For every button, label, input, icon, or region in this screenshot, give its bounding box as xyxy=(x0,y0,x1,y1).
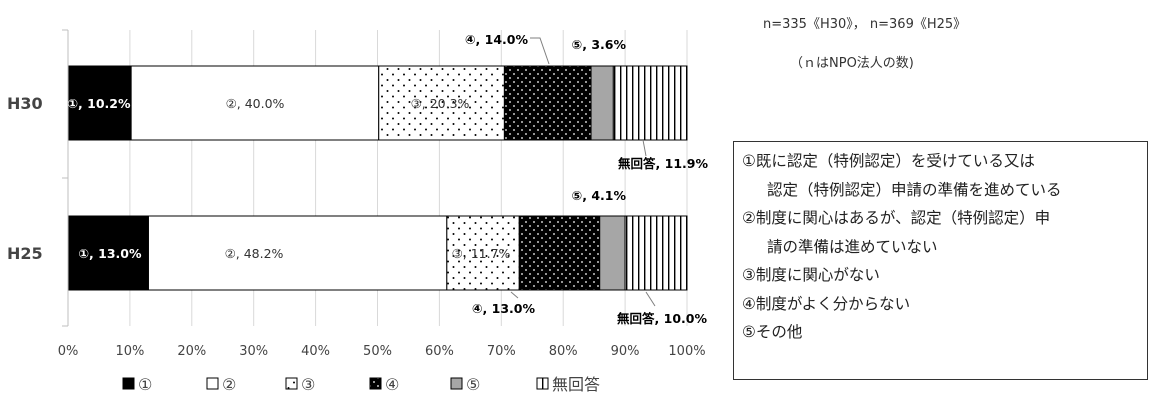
leader-line xyxy=(510,291,519,299)
category-label: H25 xyxy=(7,244,43,263)
sample-size-note: n=335《H30》， n=369《H25》 xyxy=(763,17,967,32)
data-label: ④, 14.0% xyxy=(465,32,529,47)
legend-label: ⑤ xyxy=(466,375,480,394)
legend-swatch xyxy=(369,377,382,390)
bar-segment xyxy=(378,65,505,141)
data-label: ①, 10.2% xyxy=(67,96,131,111)
stacked-bar-chart: ①, 10.2% ②, 40.0% ③, 20.3% ④, 14.0% ⑤, 3.6% 無… xyxy=(7,29,708,394)
data-label: ①, 13.0% xyxy=(78,246,142,261)
leader-line xyxy=(645,291,656,307)
data-label: ④, 13.0% xyxy=(472,301,536,316)
legend-label: 無回答 xyxy=(552,375,600,394)
definition-line: ①既に認定（特例認定）を受けている又は xyxy=(742,152,1035,170)
definition-line: ②制度に関心はあるが、認定（特例認定）申 xyxy=(742,209,1051,227)
x-tick-label: 0% xyxy=(58,344,79,359)
bar-segment xyxy=(624,215,688,291)
definition-line: ④制度がよく分からない xyxy=(742,294,911,313)
legend-swatch xyxy=(536,377,549,390)
legend-label: ② xyxy=(222,375,236,394)
category-definition-box: ①既に認定（特例認定）を受けている又は認定（特例認定）申請の準備を進めている ②制… xyxy=(733,141,1148,380)
bar-segment xyxy=(130,65,380,141)
data-label: 無回答, 10.0% xyxy=(617,311,707,326)
bar-segment xyxy=(503,65,592,141)
bar-segment xyxy=(590,65,614,141)
bar-segment xyxy=(599,215,626,291)
x-tick-label: 40% xyxy=(301,344,330,359)
x-tick-label: 80% xyxy=(549,344,578,359)
data-label: 無回答, 11.9% xyxy=(618,156,708,171)
x-tick-label: 10% xyxy=(115,344,144,359)
data-label: ③, 11.7% xyxy=(452,246,511,261)
leader-line xyxy=(530,37,550,65)
x-tick-label: 60% xyxy=(425,344,454,359)
legend-swatch xyxy=(450,377,463,390)
legend-swatch xyxy=(122,377,135,390)
bar-segment xyxy=(147,215,448,291)
definition-line: 請の準備は進めていない xyxy=(767,237,938,256)
category-label: H30 xyxy=(7,94,43,113)
x-tick-label: 70% xyxy=(487,344,516,359)
data-label: ②, 48.2% xyxy=(225,246,284,261)
data-label: ⑤, 3.6% xyxy=(572,37,627,52)
x-tick-label: 20% xyxy=(177,344,206,359)
bar-segment xyxy=(612,65,688,141)
legend-swatch xyxy=(206,377,219,390)
bar-segment xyxy=(446,215,520,291)
x-tick-label: 50% xyxy=(363,344,392,359)
x-tick-label: 30% xyxy=(239,344,268,359)
leader-line xyxy=(642,139,647,157)
x-tick-label: 90% xyxy=(611,344,640,359)
data-label: ③, 20.3% xyxy=(411,96,470,111)
sample-unit-note: （ｎはNPO法人の数) xyxy=(790,56,914,71)
bar-segment xyxy=(518,215,601,291)
definition-line: ⑤その他 xyxy=(742,323,803,341)
legend-label: ④ xyxy=(385,375,399,394)
legend-swatch xyxy=(285,377,298,390)
legend-label: ③ xyxy=(301,375,315,394)
data-label: ②, 40.0% xyxy=(226,96,285,111)
definition-line: ③制度に関心がない xyxy=(742,266,880,284)
definition-line: 認定（特例認定）申請の準備を進めている xyxy=(767,180,1062,199)
x-tick-label: 100% xyxy=(668,344,705,359)
legend-label: ① xyxy=(138,375,152,394)
data-label: ⑤, 4.1% xyxy=(572,188,627,203)
